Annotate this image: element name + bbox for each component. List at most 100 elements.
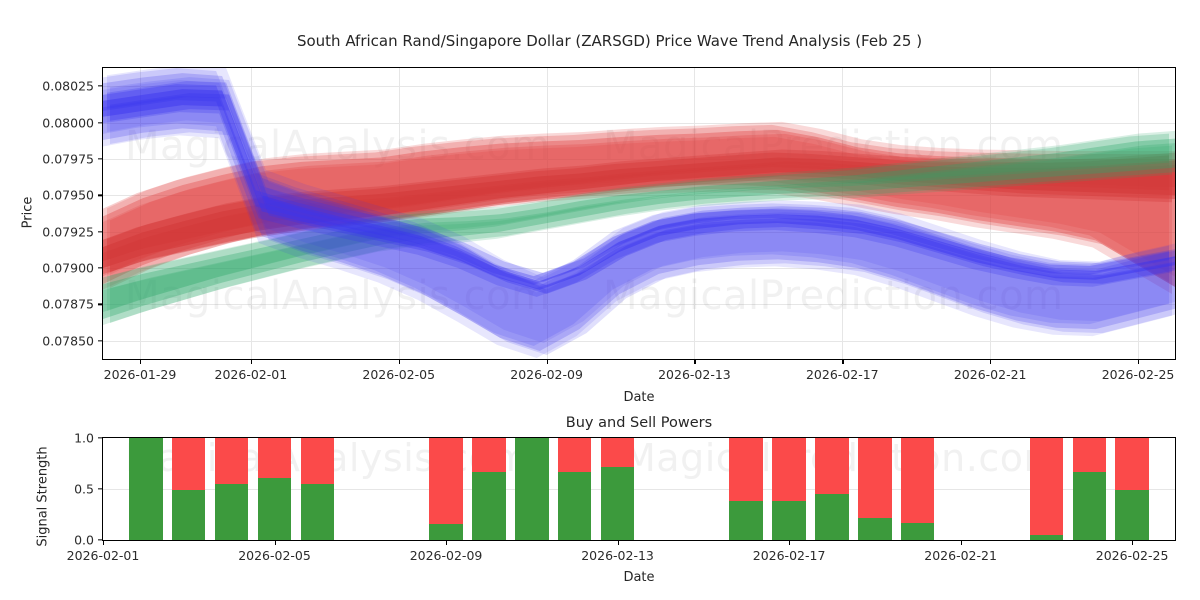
powers-x-tick-label: 2026-02-25	[1095, 548, 1169, 563]
buy-power-segment	[729, 501, 763, 540]
price-x-tick-mark	[546, 360, 548, 364]
grid-line-vertical	[990, 68, 992, 359]
buy-power-segment	[172, 490, 206, 540]
power-bar[interactable]	[214, 438, 249, 540]
wave-band-blue-band-upper	[110, 77, 1175, 355]
grid-line-vertical	[398, 68, 400, 359]
price-y-tick-label: 0.07900	[42, 260, 94, 276]
grid-line-horizontal	[103, 340, 1175, 342]
price-y-axis-label: Price	[20, 196, 36, 229]
powers-x-axis-label: Date	[623, 570, 655, 585]
wave-band-red-band-outer	[107, 121, 1175, 277]
power-bar[interactable]	[1029, 438, 1064, 540]
price-x-tick-mark	[398, 360, 401, 364]
powers-y-axis-label: Signal Strength	[35, 446, 51, 547]
power-bar[interactable]	[1115, 438, 1149, 540]
powers-x-tick-mark	[1132, 541, 1134, 545]
buy-power-segment	[1072, 471, 1106, 540]
powers-x-tick-label: 2026-02-17	[752, 548, 826, 563]
wave-band-green-band	[110, 143, 1175, 323]
price-x-tick-mark	[990, 360, 992, 364]
power-bar[interactable]	[429, 438, 463, 540]
wave-band-blue-band-core	[110, 93, 1175, 294]
grid-line-horizontal	[103, 86, 1175, 88]
powers-y-tick-label: 1.0	[74, 430, 94, 446]
wave-band-blue-band-core	[103, 96, 1172, 297]
grid-line-horizontal	[103, 268, 1175, 270]
grid-line-horizontal	[103, 489, 1175, 490]
powers-x-tick-mark	[960, 541, 962, 545]
power-bar[interactable]	[257, 438, 292, 540]
price-y-tick-mark	[98, 267, 102, 269]
power-bar[interactable]	[729, 438, 763, 540]
power-bar[interactable]	[300, 438, 335, 540]
wave-band-red-band-core	[107, 149, 1175, 261]
sell-power-segment	[600, 438, 635, 467]
price-y-tick-mark	[98, 121, 102, 124]
powers-y-tick-label: 0.5	[74, 481, 94, 497]
powers-x-tick-label: 2026-02-09	[409, 548, 483, 563]
powers-x-tick-label: 2026-02-21	[924, 548, 997, 563]
buy-power-segment	[515, 438, 549, 540]
powers-x-tick-mark	[617, 541, 619, 545]
powers-y-tick-mark	[98, 437, 102, 439]
power-bar[interactable]	[600, 438, 635, 540]
power-bar[interactable]	[557, 438, 592, 540]
price-y-tick-mark	[98, 231, 102, 233]
price-x-tick-label: 2026-02-25	[1101, 367, 1175, 382]
sell-power-segment	[772, 438, 806, 502]
sell-power-segment	[900, 438, 935, 523]
sell-power-segment	[300, 438, 335, 484]
sell-power-segment	[429, 438, 463, 524]
wave-band-green-band	[103, 138, 1175, 319]
buy-sell-powers-chart: MagicalAnalysis.com MagicalPrediction.co…	[102, 437, 1176, 541]
buy-power-segment	[1115, 490, 1149, 540]
power-bar[interactable]	[129, 438, 163, 540]
price-y-tick-label: 0.07850	[42, 333, 94, 349]
buy-power-segment	[300, 483, 335, 540]
price-wave-chart: MagicalAnalysis.com MagicalPrediction.co…	[102, 67, 1176, 360]
powers-x-tick-mark	[274, 541, 276, 545]
wave-band-red-band-core	[103, 164, 1172, 275]
sell-power-segment	[729, 438, 763, 502]
sell-power-segment	[858, 438, 892, 518]
price-y-tick-label: 0.08025	[42, 78, 94, 94]
powers-x-tick-label: 2026-02-05	[238, 548, 311, 563]
figure-title-line1: South African Rand/Singapore Dollar (ZAR…	[296, 32, 923, 50]
price-y-tick-mark	[98, 340, 102, 342]
price-x-tick-mark	[1138, 360, 1140, 364]
powers-y-tick-mark	[98, 488, 102, 490]
price-wave-bands	[103, 68, 1175, 358]
price-y-tick-label: 0.07925	[42, 224, 94, 240]
power-bar[interactable]	[172, 438, 206, 540]
price-x-tick-mark	[139, 360, 142, 364]
power-bar[interactable]	[772, 438, 806, 540]
grid-line-horizontal	[103, 122, 1175, 124]
powers-x-tick-mark	[446, 541, 448, 545]
power-bar[interactable]	[515, 438, 549, 540]
powers-x-tick-mark	[103, 541, 105, 545]
power-bar[interactable]	[472, 438, 506, 540]
wave-band-red-band-core	[103, 152, 1169, 262]
wave-band-blue-band-upper	[107, 68, 1175, 343]
grid-line-horizontal	[103, 231, 1175, 233]
buy-power-segment	[257, 477, 292, 540]
buy-power-segment	[1029, 534, 1064, 540]
power-bar[interactable]	[900, 438, 935, 540]
grid-line-vertical	[842, 68, 844, 359]
power-bar[interactable]	[815, 438, 849, 540]
power-bar[interactable]	[858, 438, 892, 540]
powers-y-tick-mark	[98, 539, 102, 541]
price-x-tick-label: 2026-02-13	[658, 367, 731, 382]
power-bar[interactable]	[1072, 438, 1106, 540]
buy-power-segment	[472, 471, 506, 540]
buy-power-segment	[129, 438, 163, 540]
grid-line-vertical	[546, 68, 548, 359]
wave-band-red-band-core	[110, 161, 1175, 273]
sell-power-segment	[1115, 438, 1149, 491]
price-y-tick-mark	[98, 158, 102, 160]
powers-x-tick-label: 2026-02-13	[581, 548, 654, 563]
sell-power-segment	[557, 438, 592, 472]
price-x-tick-label: 2026-02-01	[214, 367, 288, 382]
